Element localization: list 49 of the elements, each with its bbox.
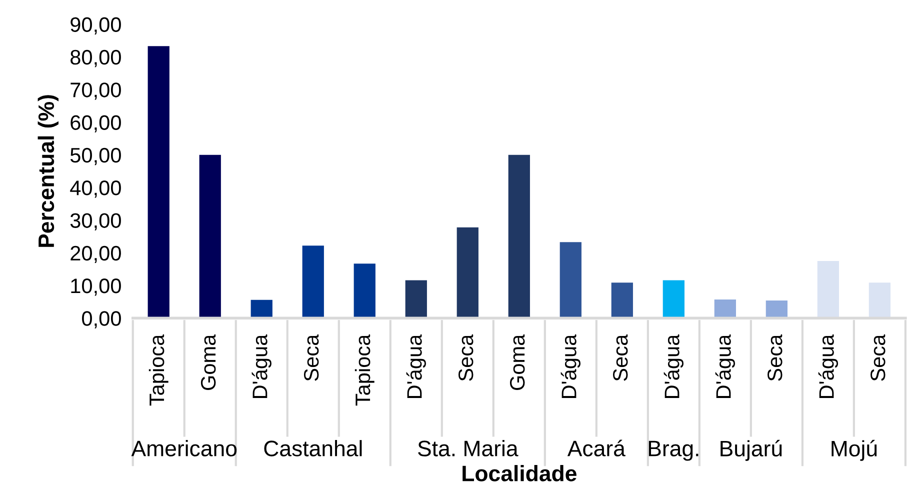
x-tick-label: Seca xyxy=(613,334,628,381)
x-tick-label: Tapioca xyxy=(354,334,374,406)
y-axis-title: Percentual (%) xyxy=(38,95,59,247)
y-tick-label: 40,00 xyxy=(70,180,121,198)
x-tick-label: D'água xyxy=(664,334,684,398)
bar xyxy=(250,300,272,318)
bar xyxy=(560,242,582,318)
y-tick-label: 80,00 xyxy=(70,50,121,68)
bar xyxy=(611,282,633,318)
text: Acará xyxy=(567,440,626,456)
x-tick-label: Seca xyxy=(304,334,319,381)
y-tick-label: 0,00 xyxy=(82,311,121,328)
x-tick-label: D'água xyxy=(406,334,426,398)
bar xyxy=(662,280,684,318)
y-tick-label: 30,00 xyxy=(70,213,121,230)
y-tick-label: 10,00 xyxy=(71,278,121,296)
x-tick-label: D'água xyxy=(252,334,272,398)
bar xyxy=(456,227,478,318)
x-tick-label: Goma xyxy=(200,334,216,390)
x-tick-label: D'água xyxy=(715,334,736,398)
text: Bujarú xyxy=(720,440,782,461)
y-tick-label: 90,00 xyxy=(70,17,121,34)
text: Sta. Maria xyxy=(418,440,518,456)
bar xyxy=(868,282,891,318)
x-tick-label: Goma xyxy=(510,334,525,390)
y-tick-label: 20,00 xyxy=(70,246,121,264)
y-tick-label: 70,00 xyxy=(70,82,121,100)
bar xyxy=(714,300,736,318)
bar xyxy=(766,300,788,318)
bar xyxy=(405,280,427,318)
bar xyxy=(817,261,840,318)
bar xyxy=(199,154,221,318)
x-tick-label: Seca xyxy=(458,334,474,381)
y-tick-label: 60,00 xyxy=(70,115,121,132)
bar xyxy=(354,264,376,318)
x-tick-label: Seca xyxy=(768,334,782,381)
text: Americano xyxy=(131,440,237,456)
x-tick-label: D'água xyxy=(560,334,580,398)
bar xyxy=(508,154,530,318)
text: Castanhal xyxy=(264,440,362,456)
bar xyxy=(302,246,324,318)
y-tick-label: 50,00 xyxy=(70,148,121,166)
x-axis-title: Localidade xyxy=(462,465,576,482)
x-tick-label: D'água xyxy=(818,334,838,398)
text: Mojú xyxy=(832,440,877,461)
bar xyxy=(148,46,170,318)
x-tick-label: Seca xyxy=(870,334,886,381)
text: Brag. xyxy=(648,440,698,461)
x-tick-label: Tapioca xyxy=(148,334,168,406)
